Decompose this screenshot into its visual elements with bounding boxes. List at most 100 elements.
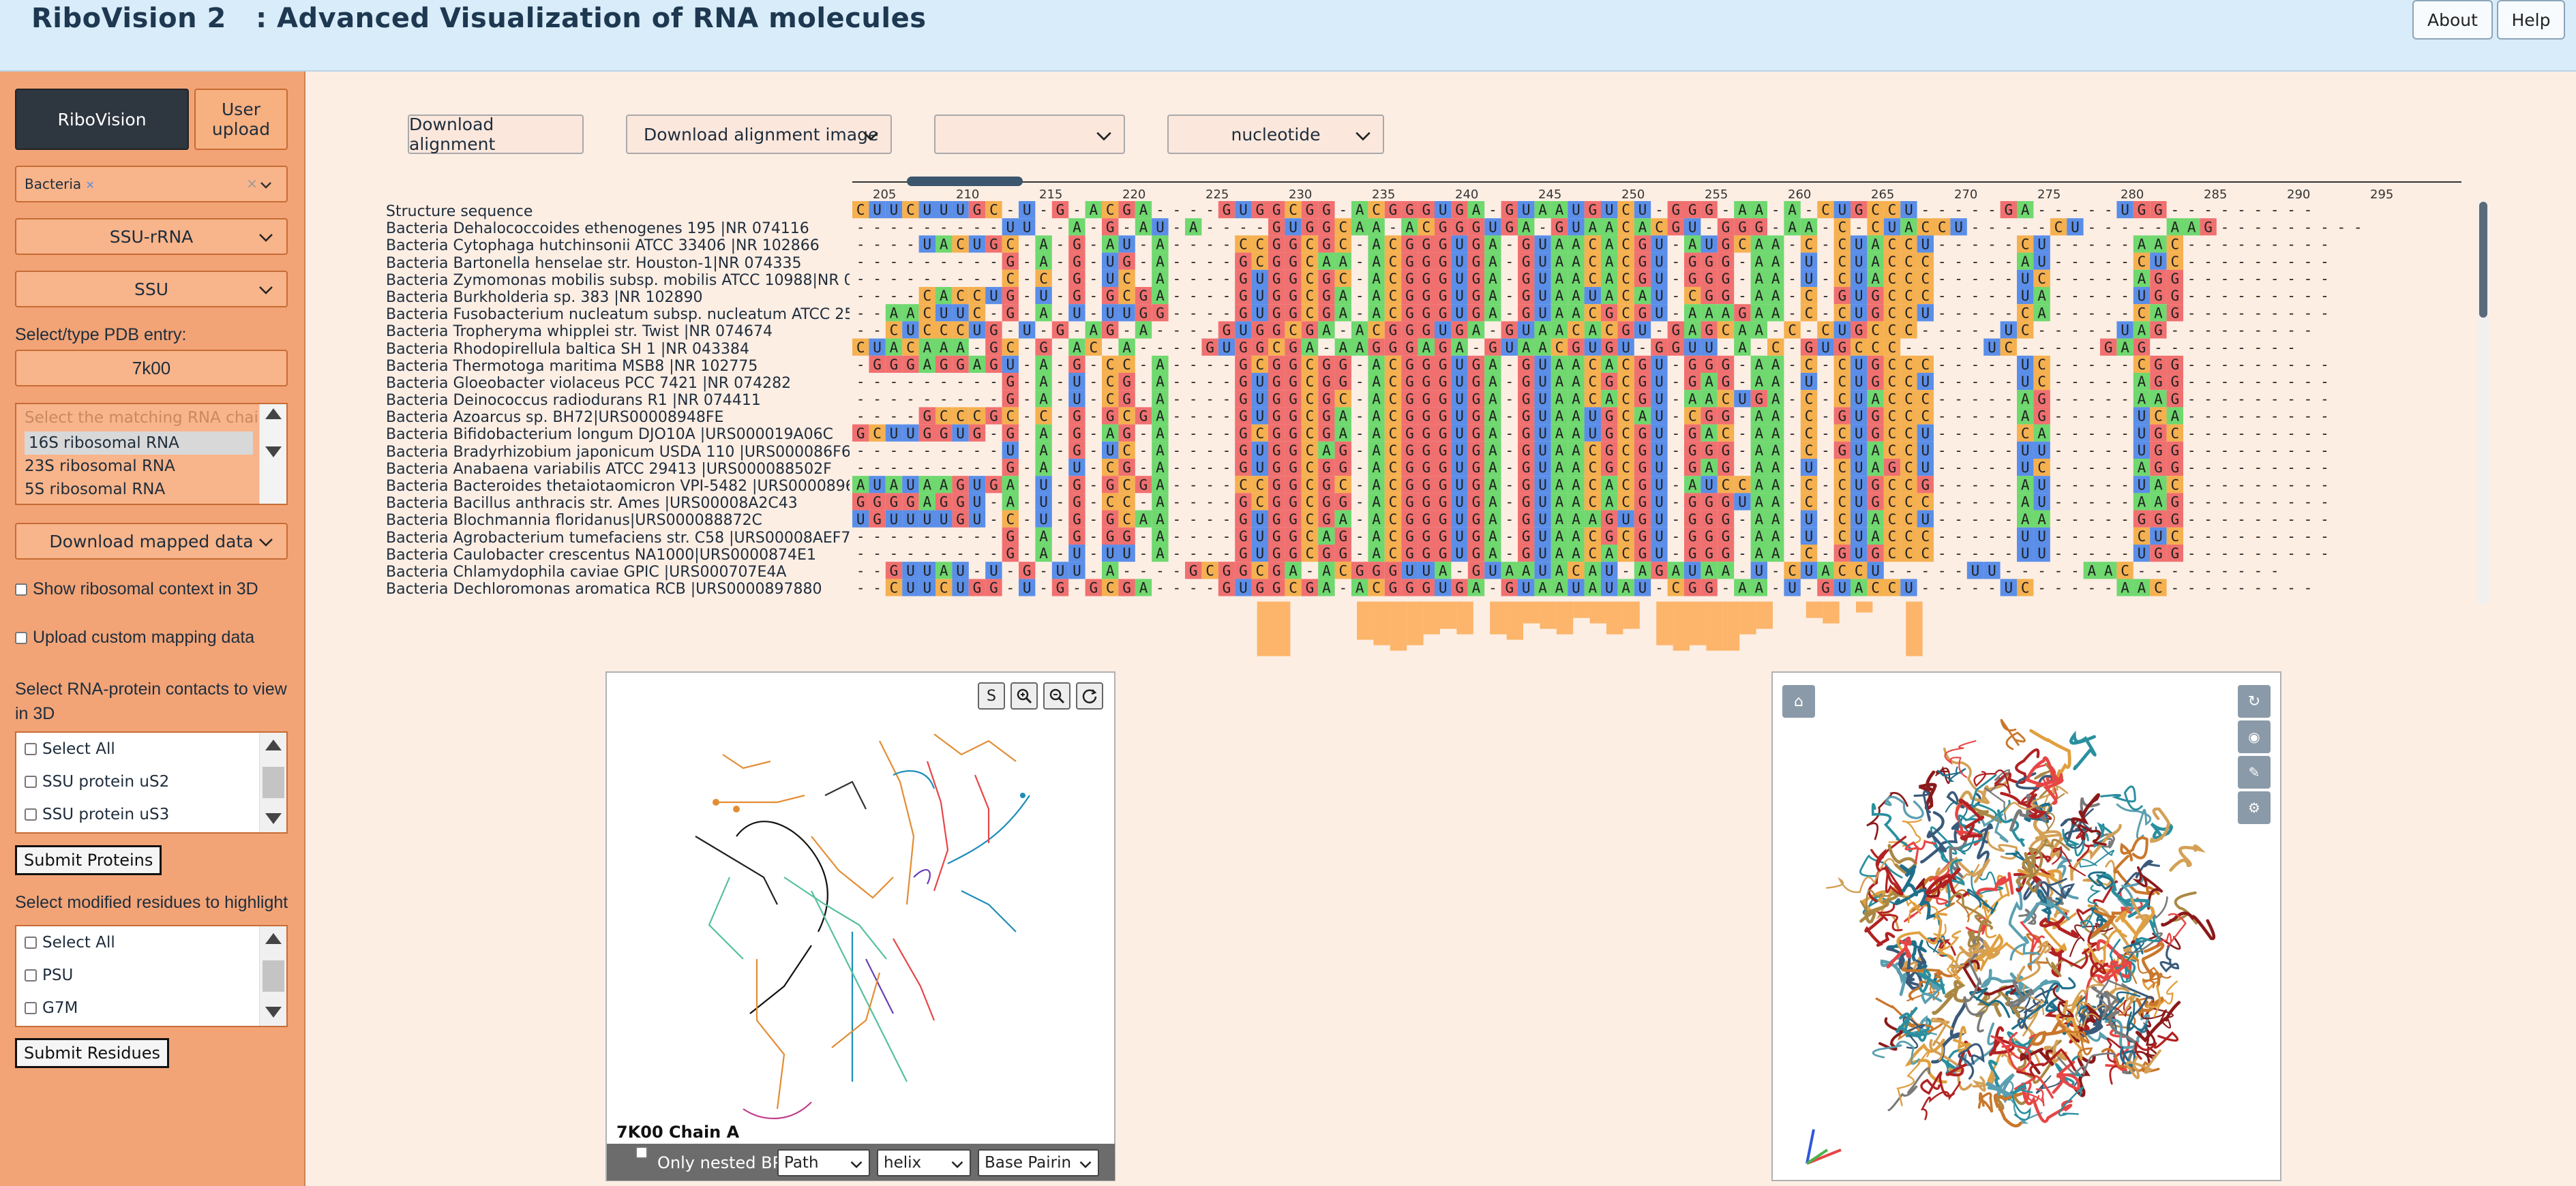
- nucleotide-cell[interactable]: [1334, 269, 1351, 287]
- nucleotide-cell[interactable]: [1268, 252, 1285, 270]
- nucleotide-cell[interactable]: [1851, 287, 1868, 305]
- nucleotide-cell[interactable]: [1883, 269, 1901, 287]
- tab-ribovision[interactable]: RiboVision: [15, 89, 189, 150]
- nucleotide-cell[interactable]: [1467, 235, 1485, 253]
- nucleotide-cell[interactable]: [1285, 252, 1302, 270]
- nucleotide-cell[interactable]: [1917, 252, 1934, 270]
- nucleotide-cell[interactable]: [1368, 235, 1385, 253]
- nucleotide-cell[interactable]: [1185, 218, 1202, 236]
- nucleotide-cell[interactable]: [1883, 201, 1901, 219]
- secondary-structure-diagram[interactable]: [607, 700, 1114, 1136]
- nucleotide-cell[interactable]: [1019, 218, 1036, 236]
- nucleotide-cell[interactable]: [918, 235, 935, 253]
- nucleotide-cell[interactable]: [985, 235, 1002, 253]
- nucleotide-cell[interactable]: [1900, 218, 1917, 236]
- scroll-thumb[interactable]: [263, 767, 284, 798]
- nucleotide-cell[interactable]: [1501, 218, 1518, 236]
- nucleotide-cell[interactable]: [1867, 218, 1884, 236]
- nucleotide-cell[interactable]: [2033, 287, 2050, 305]
- nucleotide-cell[interactable]: [1301, 218, 1319, 236]
- protein-listbox[interactable]: Select All SSU protein uS2 SSU protein u…: [15, 731, 288, 834]
- nucleotide-cell[interactable]: [1467, 201, 1485, 219]
- nucleotide-cell[interactable]: [2150, 235, 2167, 253]
- nucleotide-cell[interactable]: [1717, 252, 1735, 270]
- nucleotide-cell[interactable]: [1334, 235, 1351, 253]
- nucleotide-cell[interactable]: [1518, 201, 1535, 219]
- nucleotide-cell[interactable]: [1152, 218, 1169, 236]
- upload-custom-row[interactable]: Upload custom mapping data: [15, 628, 254, 648]
- nucleotide-cell[interactable]: [1467, 218, 1485, 236]
- nucleotide-cell[interactable]: [1534, 269, 1551, 287]
- nucleotide-cell[interactable]: [2166, 269, 2183, 287]
- nucleotide-cell[interactable]: [1800, 269, 1818, 287]
- nucleotide-cell[interactable]: [1435, 218, 1452, 236]
- nucleotide-cell[interactable]: [1568, 218, 1585, 236]
- nucleotide-cell[interactable]: [1883, 287, 1901, 305]
- nucleotide-cell[interactable]: [1684, 235, 1701, 253]
- nucleotide-cell[interactable]: [1950, 218, 1967, 236]
- nucleotide-cell[interactable]: [1334, 287, 1351, 305]
- nucleotide-cell[interactable]: [1235, 269, 1252, 287]
- nucleotide-cell[interactable]: [1568, 252, 1585, 270]
- nucleotide-cell[interactable]: [1900, 287, 1917, 305]
- nucleotide-cell[interactable]: [1584, 252, 1601, 270]
- nucleotide-cell[interactable]: [1368, 269, 1385, 287]
- nucleotide-cell[interactable]: [1235, 287, 1252, 305]
- nucleotide-cell[interactable]: [1051, 201, 1069, 219]
- nucleotide-cell[interactable]: [1235, 201, 1252, 219]
- nucleotide-cell[interactable]: [1418, 252, 1435, 270]
- basepair-select[interactable]: Base Pairin: [978, 1149, 1099, 1176]
- scroll-thumb[interactable]: [2479, 202, 2487, 318]
- nucleotide-cell[interactable]: [1002, 252, 1019, 270]
- nucleotide-cell[interactable]: [1401, 287, 1418, 305]
- nucleotide-cell[interactable]: [1351, 218, 1368, 236]
- nucleotide-cell[interactable]: [2017, 201, 2034, 219]
- nucleotide-cell[interactable]: [1401, 201, 1418, 219]
- nucleotide-cell[interactable]: [1634, 201, 1651, 219]
- nucleotide-cell[interactable]: [1251, 201, 1268, 219]
- protein-select-all[interactable]: Select All: [16, 733, 286, 765]
- residue-listbox[interactable]: Select All PSU G7M: [15, 925, 288, 1027]
- nucleotide-cell[interactable]: [1334, 218, 1351, 236]
- nucleotide-cell[interactable]: [1368, 252, 1385, 270]
- nucleotide-cell[interactable]: [1002, 269, 1019, 287]
- checkbox[interactable]: [25, 808, 37, 821]
- nucleotide-cell[interactable]: [1900, 235, 1917, 253]
- show-context-row[interactable]: Show ribosomal context in 3D: [15, 579, 258, 599]
- nucleotide-cell[interactable]: [1318, 287, 1335, 305]
- nucleotide-cell[interactable]: [1800, 287, 1818, 305]
- nucleotide-cell[interactable]: [1384, 201, 1402, 219]
- nucleotide-cell[interactable]: [1501, 201, 1518, 219]
- nucleotide-cell[interactable]: [1467, 269, 1485, 287]
- empty-select[interactable]: [934, 115, 1125, 154]
- nucleotide-cell[interactable]: [1301, 201, 1319, 219]
- nucleotide-cell[interactable]: [2166, 218, 2183, 236]
- nucleotide-cell[interactable]: [1851, 269, 1868, 287]
- nucleotide-cell[interactable]: [918, 287, 935, 305]
- nucleotide-cell[interactable]: [1584, 269, 1601, 287]
- nucleotide-cell[interactable]: [1235, 252, 1252, 270]
- nucleotide-cell[interactable]: [1534, 235, 1551, 253]
- nucleotide-cell[interactable]: [1750, 269, 1767, 287]
- nucleotide-cell[interactable]: [1435, 252, 1452, 270]
- nucleotide-cell[interactable]: [1617, 201, 1634, 219]
- nucleotide-cell[interactable]: [1118, 201, 1135, 219]
- nucleotide-cell[interactable]: [1900, 269, 1917, 287]
- nucleotide-cell[interactable]: [1418, 201, 1435, 219]
- nucleotide-cell[interactable]: [1601, 252, 1618, 270]
- nucleotide-cell[interactable]: [1651, 235, 1668, 253]
- scroll-down-icon[interactable]: [265, 1007, 282, 1018]
- nucleotide-cell[interactable]: [1268, 218, 1285, 236]
- chain-option-23s[interactable]: 23S ribosomal RNA: [25, 457, 175, 475]
- organism-tag[interactable]: Bacteria ✕: [25, 176, 95, 192]
- nucleotide-cell[interactable]: [1867, 287, 1884, 305]
- show-context-checkbox[interactable]: [15, 583, 27, 596]
- nucleotide-cell[interactable]: [2017, 235, 2034, 253]
- nucleotide-cell[interactable]: [1118, 235, 1135, 253]
- nucleotide-cell[interactable]: [1584, 201, 1601, 219]
- nucleotide-cell[interactable]: [1767, 252, 1784, 270]
- nucleotide-cell[interactable]: [1102, 287, 1119, 305]
- nucleotide-cell[interactable]: [1451, 201, 1468, 219]
- upload-custom-checkbox[interactable]: [15, 632, 27, 645]
- scroll-up-icon[interactable]: [265, 408, 282, 419]
